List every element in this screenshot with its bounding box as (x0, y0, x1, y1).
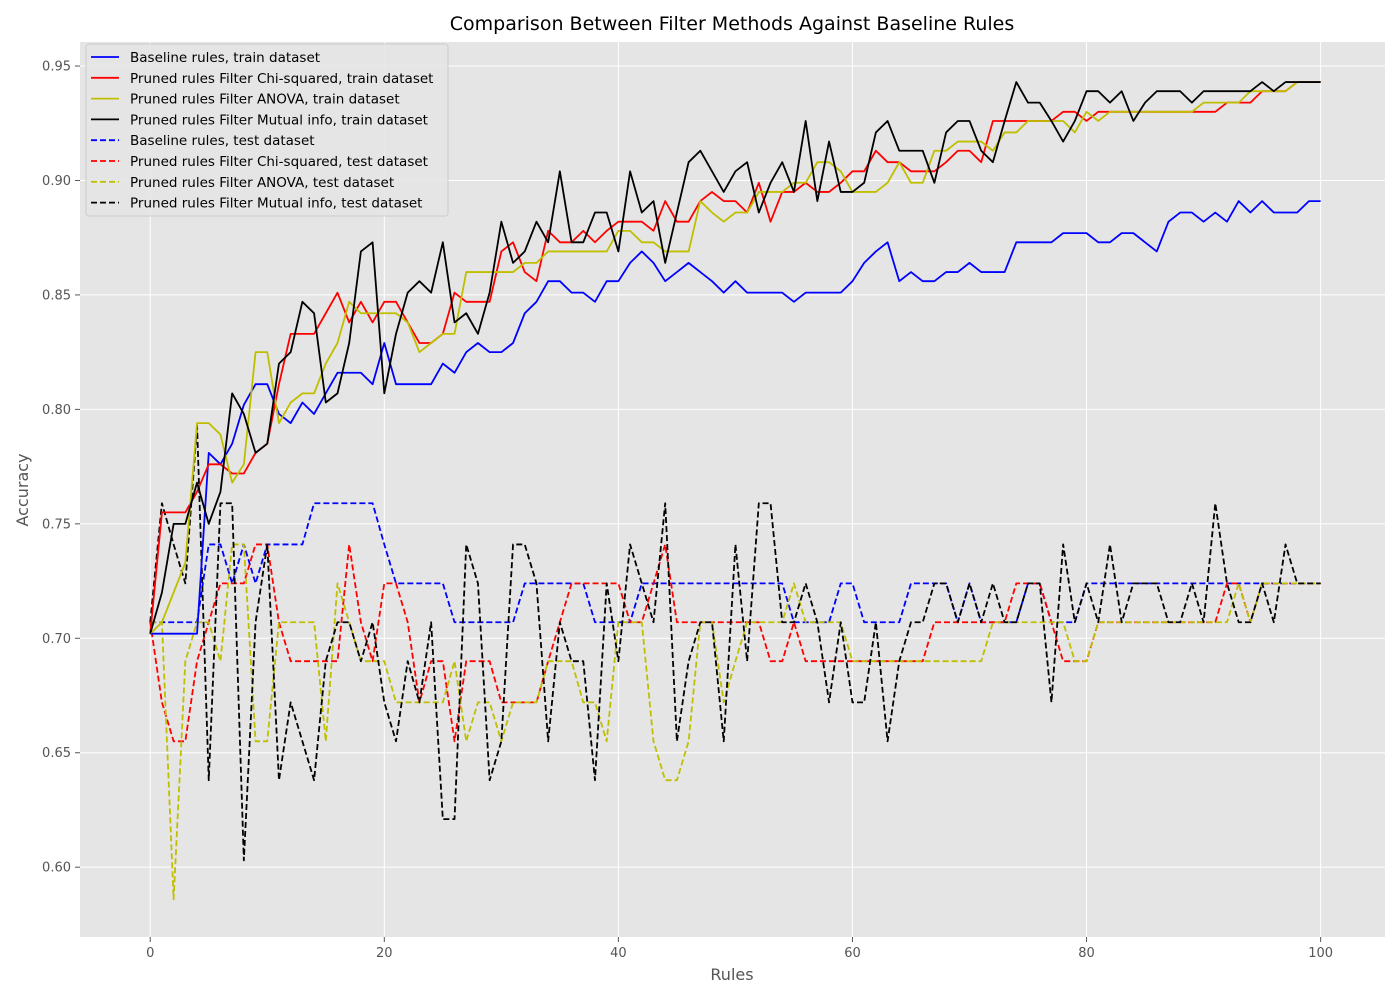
legend-entry: Baseline rules, train dataset (130, 50, 320, 66)
series-line-8 (149, 424, 1321, 862)
y-axis-ticks: 0.60 0.65 0.70 0.75 0.80 0.85 0.90 0.95 (42, 60, 80, 876)
legend-entry: Pruned rules Filter Mutual info, test da… (130, 196, 422, 212)
x-tick-label: 20 (376, 946, 393, 961)
series-line-7 (150, 543, 1321, 901)
x-tick-label: 40 (610, 946, 627, 961)
legend-entry: Pruned rules Filter Chi-squared, train d… (130, 71, 433, 87)
legend-box (85, 43, 449, 217)
legend-entry: Pruned rules Filter Mutual info, train d… (130, 112, 428, 128)
legend-entry: Baseline rules, test dataset (130, 133, 315, 149)
x-tick-label: 60 (844, 946, 861, 961)
x-axis-label: Rules (710, 965, 753, 984)
y-tick-label: 0.80 (42, 403, 71, 418)
legend: Baseline rules, train dataset Pruned rule… (85, 43, 449, 217)
y-tick-label: 0.65 (42, 746, 71, 761)
series-line-6 (149, 543, 1321, 743)
x-tick-label: 100 (1308, 946, 1333, 961)
y-tick-label: 0.95 (42, 60, 71, 75)
y-axis-label: Accuracy (13, 453, 32, 526)
chart-title: Comparison Between Filter Methods Agains… (450, 13, 1015, 35)
y-tick-label: 0.85 (42, 288, 71, 303)
x-axis-ticks: 0 20 40 60 80 100 (146, 937, 1333, 961)
y-tick-label: 0.70 (42, 632, 71, 647)
series-line-4 (149, 81, 1321, 634)
series-lines (149, 81, 1321, 901)
legend-entry: Pruned rules Filter Chi-squared, test da… (130, 154, 428, 170)
legend-entry: Pruned rules Filter ANOVA, test dataset (130, 175, 394, 191)
x-tick-label: 0 (146, 946, 154, 961)
y-tick-label: 0.60 (42, 861, 71, 876)
grid-lines (80, 42, 1385, 937)
y-tick-label: 0.75 (42, 517, 71, 532)
series-line-5 (150, 502, 1321, 624)
series-line-1 (150, 200, 1321, 635)
legend-entry: Pruned rules Filter ANOVA, train dataset (130, 92, 400, 108)
x-tick-label: 80 (1078, 946, 1095, 961)
series-line-3 (149, 81, 1321, 635)
y-tick-label: 0.90 (42, 174, 71, 189)
